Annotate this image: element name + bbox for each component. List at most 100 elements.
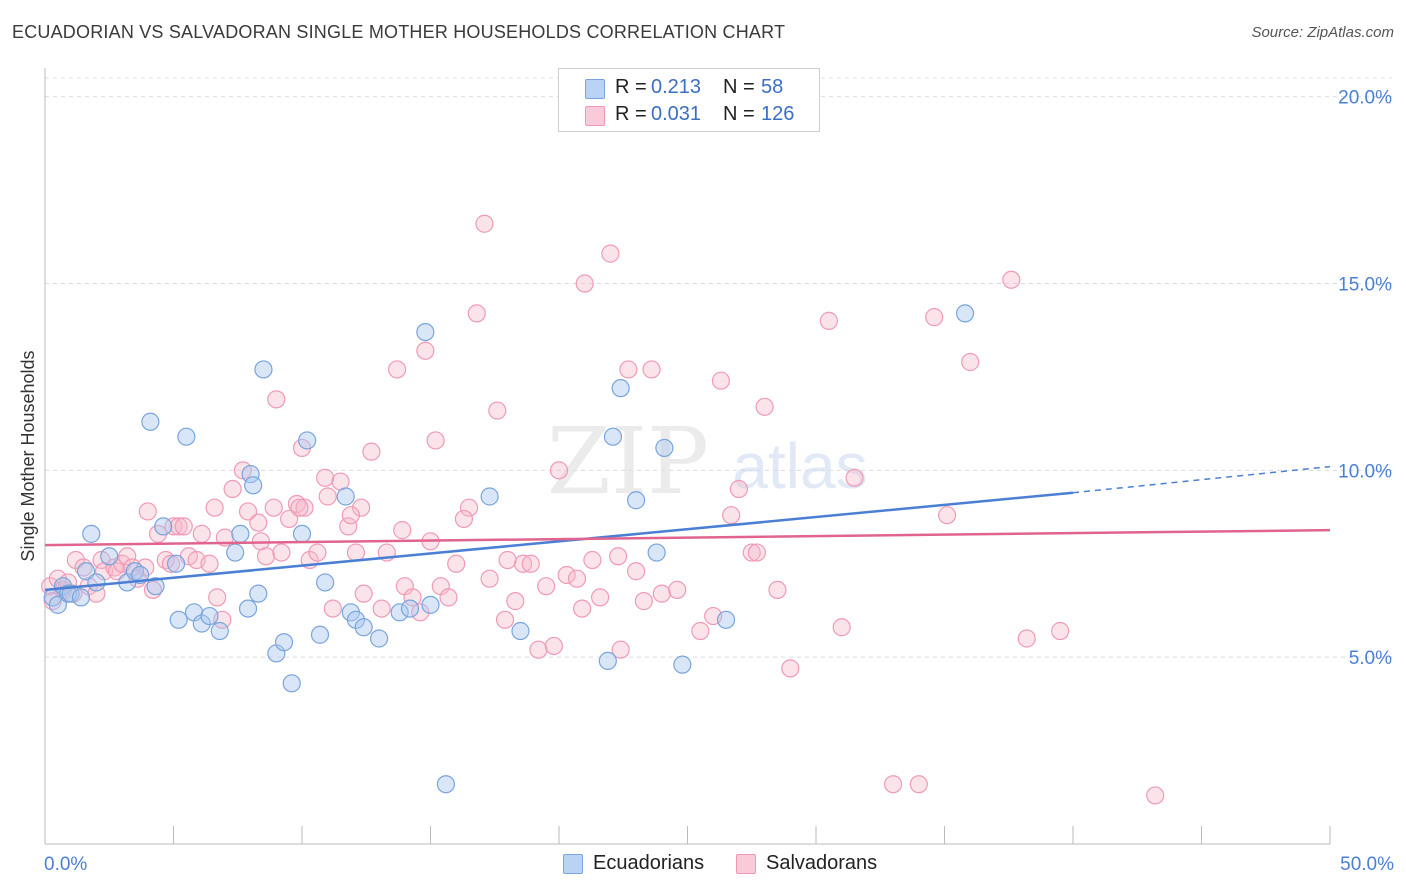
salvadoran-point	[619, 360, 638, 379]
salvadoran-point	[295, 498, 314, 517]
salvadoran-point	[521, 554, 540, 573]
ecuadorian-point	[354, 618, 373, 637]
salvadoran-point	[755, 397, 774, 416]
legend-n-label: N =	[723, 76, 755, 98]
ecuadorian-point	[336, 487, 355, 506]
ecuadorian-point	[511, 621, 530, 641]
salvadoran-point	[208, 588, 227, 607]
ecuadorian-point	[598, 651, 617, 671]
salvadoran-point	[1051, 621, 1070, 641]
ecuadorian-point	[282, 674, 301, 693]
salvadoran-point	[290, 498, 309, 517]
salvadoran-point	[249, 513, 268, 532]
salvadoran-point	[642, 360, 661, 379]
y-tick-label: 20.0%	[1338, 88, 1392, 109]
salvadoran-point	[164, 517, 183, 536]
salvadoran-point	[845, 468, 864, 487]
ecuadorian-point	[177, 427, 196, 446]
stats-legend: R = 0.213 N = 58 R = 0.031 N = 126	[558, 68, 820, 132]
ecuadorian-point	[82, 524, 101, 543]
salvadoran-point	[467, 304, 486, 323]
salvadoran-point	[937, 506, 957, 525]
salvadoran-point	[573, 599, 592, 618]
salvadoran-point	[549, 461, 569, 480]
ecuadorian-point	[244, 476, 263, 495]
salvadoran-point	[1146, 786, 1165, 805]
watermark-atlas: atlas	[732, 430, 867, 502]
ecuadorian-point	[238, 599, 258, 618]
salvadoran-point	[411, 603, 430, 622]
ecuadorian-point	[210, 621, 229, 641]
salvadoran-point	[506, 592, 525, 611]
ecuadorian-point	[48, 595, 67, 614]
salvadoran-point	[192, 524, 211, 543]
trend-layer	[44, 465, 1331, 592]
salvadoran-point	[529, 640, 548, 659]
legend-swatch-salvadorans	[585, 106, 605, 126]
salvadoran-point	[729, 479, 749, 499]
salvadoran-point	[138, 502, 157, 521]
ecuadorian-point	[87, 573, 106, 592]
salvadoran-point	[567, 569, 587, 588]
salvadoran-trend-line	[44, 528, 1331, 547]
salvadoran-point	[909, 775, 928, 794]
salvadoran-point	[611, 640, 630, 659]
salvadoran-point	[372, 599, 391, 618]
salvadoran-point	[544, 636, 563, 656]
salvadoran-point	[747, 543, 766, 562]
salvadoran-point	[691, 621, 710, 641]
y-tick-label: 5.0%	[1349, 648, 1392, 669]
ecuadorian-point	[647, 543, 666, 562]
salvadoran-point	[339, 517, 358, 536]
salvadoran-point	[66, 550, 85, 570]
salvadoran-point	[480, 569, 499, 588]
ecuadorian-point	[169, 610, 188, 629]
salvadoran-point	[575, 274, 594, 293]
salvadoran-point	[223, 479, 242, 499]
salvadoran-point	[557, 565, 576, 585]
salvadoran-point	[601, 244, 620, 263]
ecuadorian-point	[611, 379, 630, 398]
salvadoran-point	[267, 390, 286, 409]
salvadoran-point	[537, 577, 556, 596]
salvadoran-point	[459, 498, 479, 517]
ecuadorian-point	[166, 554, 186, 573]
ecuadorian-point	[292, 524, 312, 543]
legend-n-value: 58	[761, 76, 784, 98]
legend-swatch-ecuadorians	[585, 79, 605, 99]
ecuadorian-point	[200, 606, 219, 626]
salvadoran-point	[626, 562, 646, 581]
ecuadorian-point	[955, 304, 975, 323]
salvadoran-point	[323, 599, 342, 618]
ecuadorian-point	[146, 577, 165, 596]
salvadoran-point	[652, 584, 671, 603]
ecuadorian-point	[141, 412, 160, 431]
axis-layer	[44, 68, 1331, 845]
salvadoran-point	[768, 580, 787, 600]
ecuadorian-point	[226, 543, 245, 562]
ecuadorian-point	[716, 610, 736, 629]
salvadoran-point	[426, 431, 445, 450]
salvadoran-point	[742, 543, 761, 562]
ecuadorian-point	[310, 625, 330, 644]
ecuadorian-point	[254, 360, 273, 379]
salvadoran-point	[256, 547, 276, 566]
legend-n-label: N =	[723, 103, 755, 125]
salvadoran-point	[475, 214, 494, 233]
salvadoran-point	[668, 580, 687, 600]
salvadoran-point	[118, 547, 137, 566]
salvadoran-point	[352, 498, 371, 517]
ecuadorian-point	[71, 588, 91, 607]
salvadoran-point	[318, 487, 337, 506]
salvadoran-point	[961, 352, 980, 372]
legend-r-value: 0.031	[651, 103, 702, 125]
y-axis-label: Single Mother Households	[18, 350, 38, 561]
ecuadorian-point	[400, 599, 420, 618]
salvadoran-point	[883, 775, 903, 794]
x-tick-label: 0.0%	[44, 854, 87, 875]
salvadoran-point	[280, 509, 299, 529]
salvadoran-point	[393, 521, 412, 540]
ecuadorian-point	[436, 775, 456, 794]
salvadoran-point	[161, 554, 181, 573]
ecuadorian-point	[603, 427, 623, 446]
